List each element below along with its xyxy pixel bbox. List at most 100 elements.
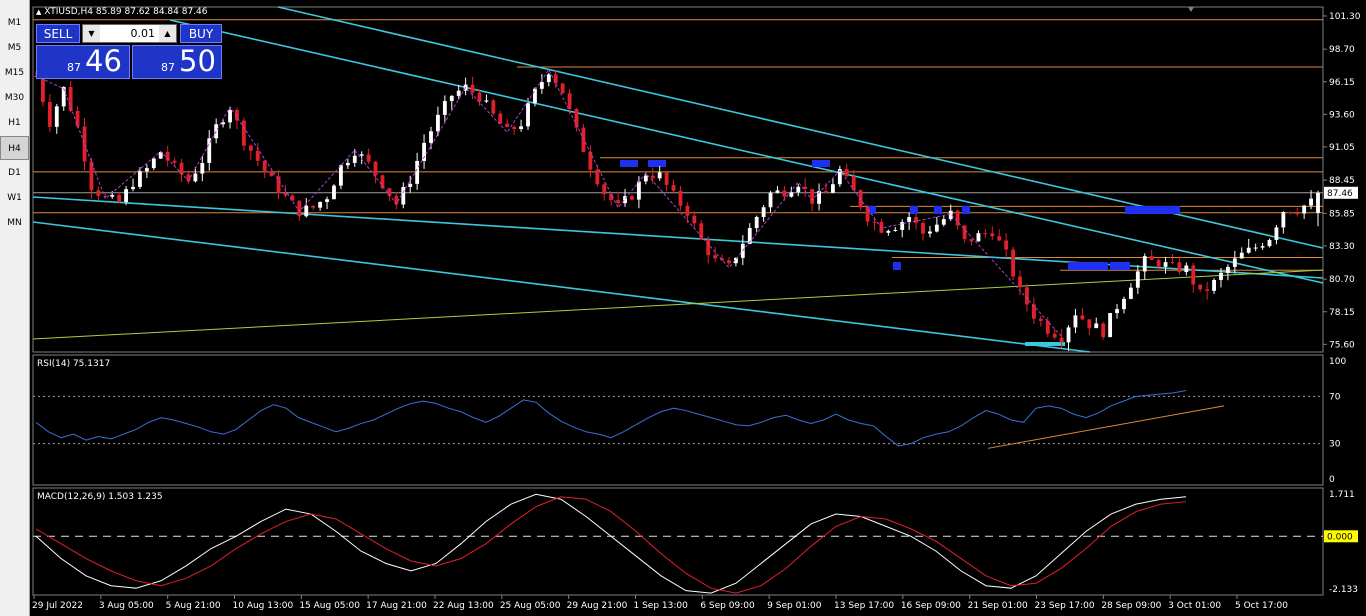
candle-body (415, 160, 420, 184)
candle-body (1281, 212, 1286, 228)
rsi-tick-label: 0 (1329, 475, 1335, 485)
candle-body (948, 210, 953, 220)
lot-size-field[interactable]: ▼ 0.01 ▲ (82, 24, 177, 43)
candle-body (851, 176, 856, 191)
candle-body (983, 233, 988, 235)
timeframe-h1[interactable]: H1 (8, 118, 21, 128)
price-tick-label: 85.85 (1329, 209, 1355, 219)
candle-body (158, 151, 163, 159)
candle-body (831, 184, 835, 193)
candle-body (643, 175, 648, 182)
timeframe-d1[interactable]: D1 (8, 168, 21, 178)
candle-body (41, 76, 45, 102)
supply-demand-zone (1110, 262, 1130, 270)
candle-body (96, 190, 101, 196)
time-tick-label: 29 Jul 2022 (32, 601, 83, 611)
timeframe-h4[interactable]: H4 (0, 136, 29, 160)
candle-body (151, 158, 156, 169)
candle-body (117, 194, 122, 202)
candle-body (456, 90, 461, 96)
symbol-up-icon: ▲ (36, 8, 42, 16)
timeframe-w1[interactable]: W1 (7, 193, 22, 203)
price-tick-label: 101.30 (1329, 12, 1361, 22)
candle-body (921, 222, 925, 234)
chart-shift-marker-icon (1188, 7, 1194, 12)
candle-body (1066, 327, 1071, 343)
candle-body (560, 83, 565, 94)
rsi-tick-label: 30 (1329, 440, 1341, 450)
supply-demand-zone (868, 206, 876, 214)
lot-decrease-icon[interactable]: ▼ (83, 25, 100, 42)
supply-demand-zone (1068, 262, 1108, 270)
candle-body (1253, 247, 1258, 249)
candle-body (255, 150, 260, 161)
candle-body (131, 186, 135, 190)
supply-demand-zone (620, 160, 638, 167)
candle-body (886, 230, 891, 233)
sell-button[interactable]: SELL (36, 24, 80, 43)
time-tick-label: 15 Aug 05:00 (299, 601, 360, 611)
candle-body (727, 260, 731, 264)
one-click-trading-panel: SELL ▼ 0.01 ▲ BUY 87 46 87 50 (34, 23, 223, 79)
candle-body (484, 100, 489, 102)
candle-body (1101, 323, 1106, 338)
buy-button[interactable]: BUY (180, 24, 222, 43)
bid-price-big: 46 (85, 44, 122, 78)
candle-body (1267, 239, 1272, 247)
timeframe-m15[interactable]: M15 (4, 68, 25, 78)
candle-body (262, 160, 267, 171)
price-tick-label: 91.05 (1329, 143, 1355, 153)
macd-panel-frame (32, 487, 1324, 596)
candle-body (803, 186, 808, 190)
supply-demand-zone (812, 160, 830, 167)
candle-body (900, 222, 905, 230)
candle-body (82, 126, 87, 162)
candle-body (824, 191, 828, 193)
candle-body (588, 152, 593, 170)
candle-body (359, 154, 364, 156)
candle-body (221, 122, 226, 125)
timeframe-mn[interactable]: MN (7, 218, 22, 228)
candle-body (1309, 198, 1313, 206)
candle-body (442, 101, 447, 115)
timeframe-m1[interactable]: M1 (7, 18, 22, 28)
candle-body (491, 100, 496, 114)
candle-body (962, 225, 967, 240)
candle-body (498, 113, 503, 124)
time-tick-label: 6 Sep 09:00 (700, 601, 755, 611)
candle-body (325, 199, 329, 202)
timeframe-toolbar: M1 M5 M15 M30 H1 H4 D1 W1 MN (0, 0, 30, 616)
candle-body (914, 217, 918, 223)
candle-body (1191, 265, 1196, 285)
channel-trendline (169, 19, 1324, 284)
candle-body (664, 172, 669, 185)
lot-size-value[interactable]: 0.01 (130, 27, 156, 40)
candle-body (789, 192, 794, 197)
timeframe-m5[interactable]: M5 (7, 43, 22, 53)
candle-body (207, 138, 212, 163)
bid-price-prefix: 87 (67, 61, 81, 74)
candle-body (144, 168, 149, 172)
candle-body (837, 169, 842, 185)
timeframe-m30[interactable]: M30 (4, 93, 25, 103)
candle-body (1031, 304, 1036, 319)
candle-body (768, 192, 773, 208)
ask-price-box[interactable]: 87 50 (132, 44, 222, 79)
candle-body (1156, 260, 1161, 267)
main-panel-frame (32, 6, 1324, 353)
supply-demand-zone (1025, 342, 1065, 346)
time-tick-label: 23 Sep 17:00 (1035, 601, 1095, 611)
candle-body (1316, 192, 1320, 213)
candle-body (103, 195, 108, 197)
rsi-panel-frame (32, 354, 1324, 486)
time-tick-label: 5 Aug 21:00 (166, 601, 221, 611)
candle-body (934, 224, 939, 232)
candle-body (678, 190, 683, 206)
candle-body (290, 195, 295, 201)
candle-body (1302, 205, 1307, 214)
bid-price-box[interactable]: 87 46 (36, 44, 130, 79)
candle-body (1004, 240, 1009, 250)
lot-increase-icon[interactable]: ▲ (159, 25, 176, 42)
candle-body (470, 84, 475, 93)
